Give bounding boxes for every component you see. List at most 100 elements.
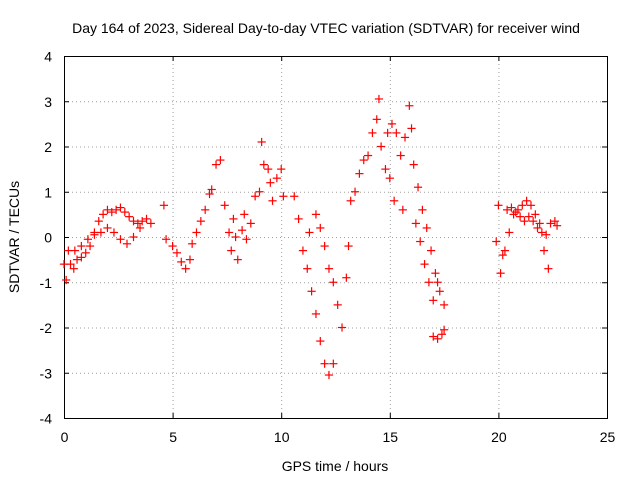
y-axis-label: SDTVAR / TECUs (6, 181, 22, 293)
data-point (116, 203, 125, 212)
data-point (552, 221, 562, 230)
data-point (233, 255, 242, 264)
data-point (211, 160, 221, 169)
data-point (242, 235, 251, 244)
data-point (112, 205, 121, 214)
y-tick-label: 0 (44, 230, 52, 246)
data-point (77, 253, 86, 262)
data-point (77, 241, 86, 251)
data-point (303, 264, 312, 273)
data-point (426, 246, 436, 255)
data-point (396, 151, 405, 160)
data-point (207, 185, 216, 194)
data-point (181, 264, 190, 273)
data-point (129, 232, 138, 242)
x-tick-label: 15 (383, 429, 399, 445)
data-point (507, 203, 516, 212)
data-point (135, 223, 145, 233)
data-point (264, 165, 273, 174)
data-point (398, 205, 407, 214)
data-point (344, 241, 353, 251)
data-point (542, 230, 551, 239)
data-point (272, 174, 281, 183)
data-point (159, 201, 169, 210)
data-point (346, 196, 355, 205)
data-point (298, 246, 308, 255)
y-tick-label: -3 (40, 365, 53, 381)
data-point (531, 210, 540, 219)
x-tick-label: 20 (491, 429, 507, 445)
data-point (320, 359, 329, 368)
data-point (216, 155, 225, 165)
data-point (546, 219, 555, 228)
data-point (172, 248, 182, 257)
data-point (229, 214, 238, 223)
data-point (539, 246, 549, 255)
data-point (496, 269, 505, 278)
data-point (359, 155, 368, 165)
x-tick-label: 10 (274, 429, 290, 445)
data-point (363, 151, 373, 160)
data-point (196, 217, 205, 226)
data-point (66, 260, 75, 269)
data-point (381, 165, 390, 174)
data-point (220, 201, 229, 210)
data-point (518, 201, 527, 210)
data-point (337, 323, 347, 332)
data-point (161, 235, 171, 244)
data-point (96, 228, 106, 237)
data-point (411, 219, 420, 228)
data-point (494, 201, 503, 210)
data-point (277, 165, 286, 174)
data-point (400, 133, 410, 142)
data-point (259, 160, 268, 169)
data-point (72, 255, 82, 264)
data-point (374, 94, 384, 104)
data-point (420, 260, 429, 269)
data-point (390, 196, 399, 205)
x-tick-label: 5 (169, 429, 177, 445)
data-point (520, 217, 529, 226)
data-point (413, 183, 423, 192)
data-point (377, 142, 386, 151)
data-point (107, 208, 116, 217)
data-point (505, 228, 514, 237)
data-point (70, 246, 79, 255)
data-point (418, 205, 427, 214)
data-point (122, 239, 132, 248)
x-tick-label: 0 (61, 429, 69, 445)
data-point (268, 196, 277, 205)
data-point (516, 212, 525, 221)
data-point (544, 264, 553, 273)
y-tick-label: 3 (44, 94, 52, 110)
data-point (201, 205, 210, 214)
data-point (59, 260, 69, 269)
data-point (238, 226, 247, 235)
data-point (535, 219, 544, 228)
data-point (98, 210, 108, 219)
data-point (422, 223, 431, 233)
y-tick-label: -1 (40, 275, 53, 291)
data-point (103, 223, 112, 233)
data-point (177, 257, 186, 266)
data-point (350, 187, 360, 196)
data-point (116, 235, 125, 244)
data-point (409, 160, 418, 169)
data-point (246, 219, 255, 228)
data-point (440, 300, 449, 309)
data-point (311, 309, 321, 319)
data-point (511, 208, 520, 217)
data-point (526, 201, 536, 210)
data-point (307, 287, 316, 296)
data-point (311, 210, 321, 219)
data-point (342, 273, 351, 282)
data-marks (59, 94, 562, 380)
data-point (433, 278, 442, 287)
y-tick-label: -2 (40, 320, 53, 336)
data-point (385, 174, 394, 183)
data-point (533, 223, 542, 233)
data-point (500, 246, 510, 255)
data-point (405, 101, 414, 110)
data-point (320, 241, 329, 251)
